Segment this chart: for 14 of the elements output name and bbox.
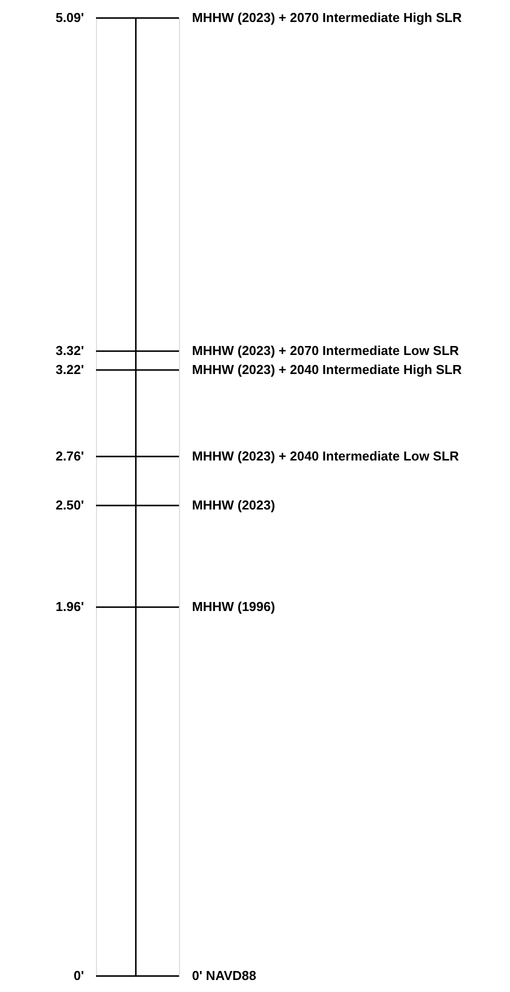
category-label: MHHW (1996)	[192, 599, 276, 614]
data-label: 1.96'	[56, 599, 84, 614]
data-label: 2.50'	[56, 497, 84, 512]
data-label: 2.76'	[56, 448, 84, 464]
category-label: 0' NAVD88	[192, 968, 256, 983]
category-label: MHHW (2023)	[192, 497, 276, 512]
data-label: 5.09'	[56, 10, 84, 25]
data-label: 3.32'	[56, 343, 84, 358]
data-label: 3.22'	[56, 362, 84, 377]
category-label: MHHW (2023) + 2070 Intermediate Low SLR	[192, 343, 460, 358]
category-label: MHHW (2023) + 2040 Intermediate Low SLR	[192, 448, 460, 464]
data-label: 0'	[74, 968, 84, 983]
category-label: MHHW (2023) + 2070 Intermediate High SLR	[192, 10, 462, 25]
category-label: MHHW (2023) + 2040 Intermediate High SLR	[192, 362, 462, 377]
